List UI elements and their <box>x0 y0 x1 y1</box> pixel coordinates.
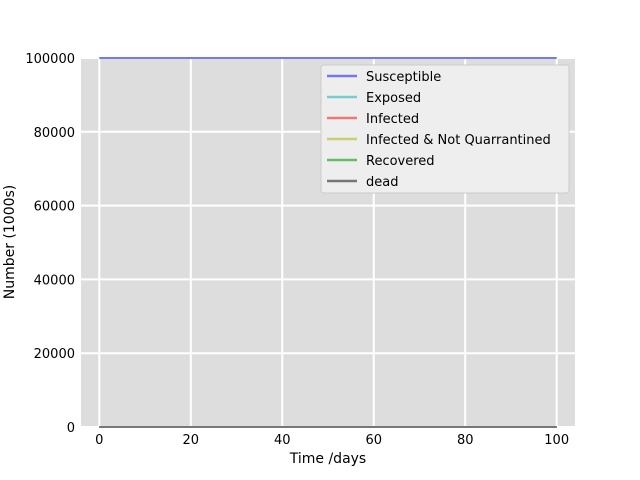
x-tick-label: 20 <box>183 433 200 448</box>
y-tick-label: 0 <box>67 421 75 436</box>
y-tick-label: 20000 <box>34 347 75 362</box>
y-axis-label: Number (1000s) <box>2 185 18 300</box>
legend-label: Infected & Not Quarrantined <box>366 133 551 148</box>
x-axis-ticks: 0 20 40 60 80 100 <box>95 433 569 448</box>
y-tick-label: 80000 <box>34 126 75 141</box>
legend: Susceptible Exposed Infected Infected & Not… <box>320 64 570 194</box>
x-tick-label: 60 <box>365 433 382 448</box>
x-axis-label: Time /days <box>289 451 366 467</box>
legend-box <box>320 64 570 194</box>
y-tick-label: 60000 <box>34 200 75 215</box>
y-tick-label: 100000 <box>25 52 75 67</box>
x-tick-label: 0 <box>95 433 103 448</box>
x-tick-label: 80 <box>457 433 474 448</box>
legend-label: Recovered <box>366 154 435 169</box>
legend-label: dead <box>366 175 398 190</box>
legend-label: Exposed <box>366 91 421 106</box>
x-tick-label: 100 <box>544 433 569 448</box>
legend-label: Susceptible <box>366 70 441 85</box>
y-tick-label: 40000 <box>34 273 75 288</box>
x-tick-label: 40 <box>274 433 291 448</box>
series-lines <box>99 57 557 428</box>
y-axis-ticks: 0 20000 40000 60000 80000 100000 <box>25 52 75 436</box>
legend-label: Infected <box>366 112 419 127</box>
